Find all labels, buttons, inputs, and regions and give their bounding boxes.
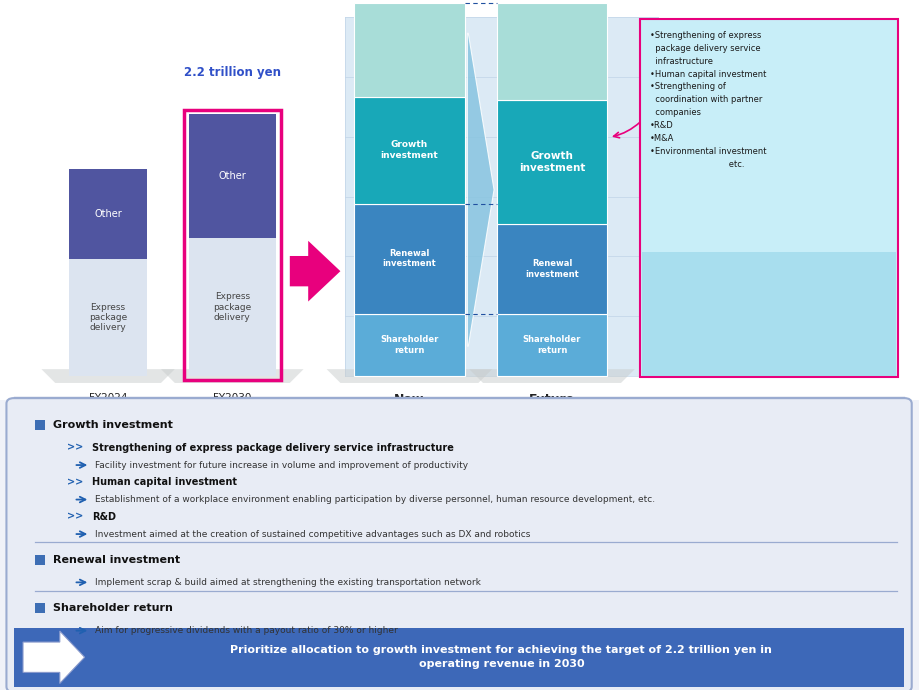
Bar: [496, 224, 607, 314]
Text: Prioritize allocation to growth investment for achieving the target of 2.2 trill: Prioritize allocation to growth investme…: [231, 645, 771, 669]
Text: >>: >>: [67, 477, 84, 487]
Polygon shape: [467, 33, 494, 346]
Bar: [354, 97, 464, 204]
Text: Growth investment: Growth investment: [53, 420, 173, 430]
Text: Other: Other: [218, 171, 246, 181]
Text: Facility investment for future increase in volume and improvement of productivit: Facility investment for future increase …: [95, 460, 468, 470]
Bar: [188, 238, 276, 376]
Bar: [496, 100, 607, 224]
Text: Renewal
investment: Renewal investment: [525, 259, 578, 279]
Text: Now: Now: [393, 393, 425, 406]
Bar: [354, 204, 464, 314]
Text: Renewal investment: Renewal investment: [53, 555, 180, 565]
Text: Express
package
delivery: Express package delivery: [89, 302, 127, 333]
Bar: [188, 114, 276, 238]
Text: FY2030: FY2030: [213, 393, 251, 403]
Text: 2.2 trillion yen: 2.2 trillion yen: [184, 66, 280, 79]
Text: Future: Future: [528, 393, 574, 406]
Text: Shareholder
return: Shareholder return: [380, 335, 438, 355]
Text: Strengthening of express package delivery service infrastructure: Strengthening of express package deliver…: [92, 443, 453, 453]
Text: Renewal
investment: Renewal investment: [382, 249, 436, 268]
Bar: [69, 169, 147, 259]
Text: Growth
investment: Growth investment: [518, 151, 584, 173]
Text: Shareholder return: Shareholder return: [53, 603, 173, 613]
Text: Growth
investment: Growth investment: [380, 140, 437, 160]
Text: Express
package
delivery: Express package delivery: [213, 292, 251, 322]
Bar: [0, 0, 919, 400]
Polygon shape: [469, 369, 634, 383]
Text: >>: >>: [67, 512, 84, 522]
Bar: [35, 603, 45, 613]
Text: Investment aimed at the creation of sustained competitive advantages such as DX : Investment aimed at the creation of sust…: [95, 529, 529, 539]
Text: Human capital investment: Human capital investment: [92, 477, 237, 487]
Text: >>: >>: [67, 443, 84, 453]
FancyBboxPatch shape: [6, 398, 911, 690]
Text: FY2024: FY2024: [89, 393, 127, 403]
Bar: [35, 420, 45, 430]
Text: R&D: R&D: [92, 512, 116, 522]
FancyBboxPatch shape: [640, 19, 897, 377]
Text: Aim for progressive dividends with a payout ratio of 30% or higher: Aim for progressive dividends with a pay…: [95, 626, 397, 635]
Bar: [345, 17, 657, 376]
Polygon shape: [161, 369, 303, 383]
Bar: [184, 110, 280, 380]
Text: Shareholder
return: Shareholder return: [522, 335, 581, 355]
Polygon shape: [23, 631, 85, 683]
Polygon shape: [289, 241, 340, 302]
Text: Other: Other: [94, 209, 122, 219]
Bar: [496, 3, 607, 100]
Bar: [354, 314, 464, 376]
Bar: [69, 259, 147, 376]
Text: •Strengthening of express
  package delivery service
  infrastructure
•Human cap: •Strengthening of express package delive…: [649, 31, 766, 168]
Polygon shape: [326, 369, 492, 383]
Text: Implement scrap & build aimed at strengthening the existing transportation netwo: Implement scrap & build aimed at strengt…: [95, 578, 480, 587]
Polygon shape: [41, 369, 175, 383]
Bar: [641, 252, 895, 376]
Bar: [354, 3, 464, 97]
Text: Establishment of a workplace environment enabling participation by diverse perso: Establishment of a workplace environment…: [95, 495, 654, 504]
Bar: [35, 555, 45, 565]
Bar: [14, 628, 903, 687]
Bar: [496, 314, 607, 376]
